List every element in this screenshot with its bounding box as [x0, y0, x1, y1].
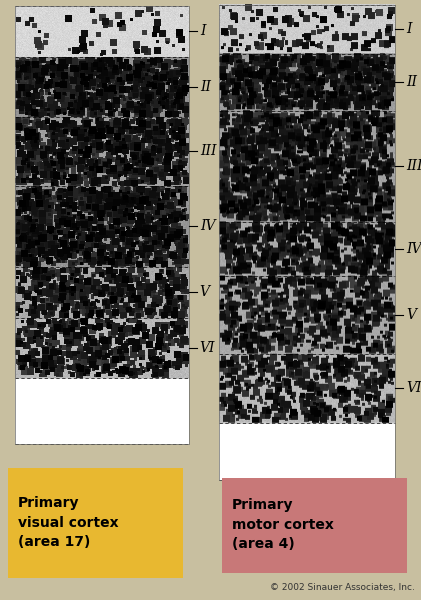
- Text: Primary
motor cortex
(area 4): Primary motor cortex (area 4): [232, 499, 334, 551]
- Text: V: V: [406, 308, 416, 322]
- Text: I: I: [406, 22, 411, 37]
- Text: VI: VI: [406, 381, 421, 395]
- Bar: [8, 468, 183, 578]
- Text: Primary
visual cortex
(area 17): Primary visual cortex (area 17): [18, 497, 119, 550]
- Text: IV: IV: [200, 219, 215, 233]
- Text: IV: IV: [406, 242, 421, 256]
- Text: © 2002 Sinauer Associates, Inc.: © 2002 Sinauer Associates, Inc.: [270, 583, 415, 592]
- Bar: [222, 478, 407, 573]
- Bar: [219, 5, 395, 480]
- Text: II: II: [406, 75, 417, 89]
- Text: VI: VI: [200, 341, 215, 355]
- Bar: [15, 6, 189, 444]
- Text: II: II: [200, 80, 211, 94]
- Text: I: I: [200, 24, 205, 38]
- Text: III: III: [200, 144, 216, 158]
- Text: III: III: [406, 159, 421, 173]
- Text: V: V: [200, 285, 210, 299]
